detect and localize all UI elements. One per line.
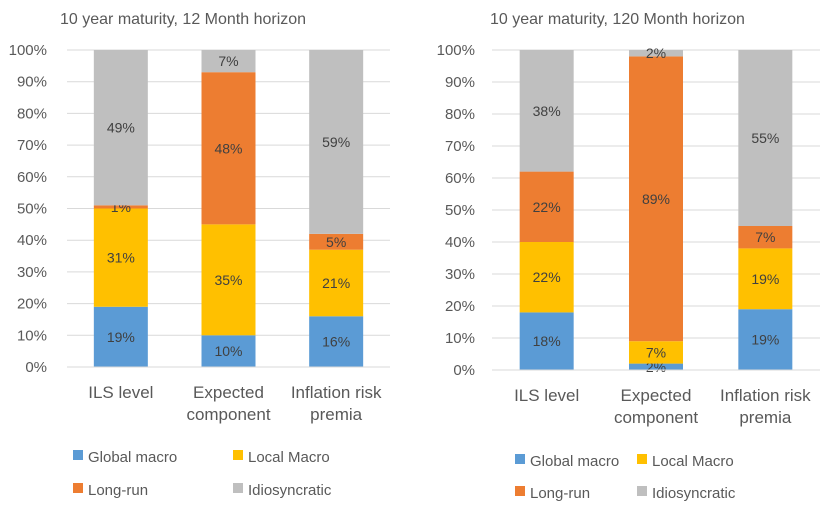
chart2-ytick-label: 60% xyxy=(445,170,475,187)
chart2-ytick-label: 20% xyxy=(445,298,475,315)
chart2-ytick-label: 30% xyxy=(445,266,475,283)
chart2-bar-long-run xyxy=(519,171,574,242)
chart2-legend-swatch xyxy=(637,486,647,496)
chart1-data-label: 5% xyxy=(326,234,346,250)
chart2-data-label: 7% xyxy=(755,229,775,245)
chart2-bar-local-macro xyxy=(738,248,793,310)
chart1-category-label: component xyxy=(186,405,270,424)
chart2-bar-global-macro xyxy=(738,309,793,370)
chart2-ytick-label: 90% xyxy=(445,74,475,91)
chart2-category-label: ILS level xyxy=(514,386,579,405)
chart1-legend-label: Local Macro xyxy=(248,449,330,466)
chart1-data-label: 31% xyxy=(107,250,135,266)
chart2-bar-long-run xyxy=(629,56,683,342)
chart1-ytick-label: 70% xyxy=(17,137,47,154)
chart1-legend-label: Long-run xyxy=(88,482,148,499)
chart1-bar-local-macro xyxy=(93,208,148,307)
chart1-data-label: 35% xyxy=(214,272,242,288)
chart2-data-label: 38% xyxy=(533,103,561,119)
chart2-ytick-label: 50% xyxy=(445,202,475,219)
chart1-category-label: Expected xyxy=(193,383,264,402)
chart2-category-label: Inflation risk xyxy=(720,386,811,405)
chart1-ytick-label: 0% xyxy=(25,359,47,376)
chart2-ytick-label: 0% xyxy=(453,362,475,379)
chart1-data-label: 19% xyxy=(107,329,135,345)
chart2-bar-idiosyncratic xyxy=(519,50,574,172)
chart1-bar-global-macro xyxy=(201,335,256,367)
chart1-legend-swatch xyxy=(73,483,83,493)
chart2-legend-swatch xyxy=(515,486,525,496)
chart2-category-label: Expected xyxy=(621,386,692,405)
chart2-bar-idiosyncratic xyxy=(629,50,683,57)
chart2-bar-local-macro xyxy=(629,341,683,364)
chart2-data-label: 18% xyxy=(533,333,561,349)
chart1-ytick-label: 30% xyxy=(17,264,47,281)
chart2-data-label: 89% xyxy=(642,191,670,207)
chart2-data-label: 2% xyxy=(646,45,666,61)
chart1-data-label: 59% xyxy=(322,134,350,150)
chart2-category-label: component xyxy=(614,408,698,427)
chart1-data-label: 48% xyxy=(214,140,242,156)
chart2-bar-idiosyncratic xyxy=(738,50,793,226)
chart1-title: 10 year maturity, 12 Month horizon xyxy=(60,11,306,28)
chart2-bar-local-macro xyxy=(519,242,574,313)
chart1-data-label: 16% xyxy=(322,334,350,350)
chart2-ytick-label: 100% xyxy=(437,42,475,59)
chart1-ytick-label: 90% xyxy=(17,74,47,91)
chart1-category-label: premia xyxy=(310,405,363,424)
chart1-legend-swatch xyxy=(233,483,243,493)
chart1-legend-swatch xyxy=(73,450,83,460)
chart1-ytick-label: 10% xyxy=(17,327,47,344)
chart1-bar-long-run xyxy=(309,233,364,250)
chart1-data-label: 10% xyxy=(214,343,242,359)
chart2-legend-label: Global macro xyxy=(530,453,619,470)
chart2-data-label: 19% xyxy=(751,271,779,287)
chart2-ytick-label: 10% xyxy=(445,330,475,347)
chart1-bar-long-run xyxy=(201,72,256,225)
chart2-legend-swatch xyxy=(515,454,525,464)
chart1-ytick-label: 100% xyxy=(9,42,47,59)
chart2-bar-long-run xyxy=(738,226,793,249)
chart1-data-label: 21% xyxy=(322,275,350,291)
chart1-ytick-label: 60% xyxy=(17,169,47,186)
chart2-data-label: 22% xyxy=(533,269,561,285)
chart1-bar-local-macro xyxy=(201,224,256,336)
chart2-data-label: 7% xyxy=(646,344,666,360)
chart2-data-label: 19% xyxy=(751,332,779,348)
chart1-category-label: Inflation risk xyxy=(291,383,382,402)
chart1-legend-label: Idiosyncratic xyxy=(248,482,332,499)
chart2-bar-global-macro xyxy=(629,363,683,370)
chart2-ytick-label: 40% xyxy=(445,234,475,251)
chart2-ytick-label: 80% xyxy=(445,106,475,123)
chart1-ytick-label: 20% xyxy=(17,296,47,313)
chart2-category-label: premia xyxy=(739,408,792,427)
chart1-ytick-label: 50% xyxy=(17,201,47,218)
chart2-title: 10 year maturity, 120 Month horizon xyxy=(490,11,745,28)
chart2-legend-label: Local Macro xyxy=(652,453,734,470)
chart2-legend-label: Idiosyncratic xyxy=(652,485,736,502)
chart1-bar-global-macro xyxy=(309,316,364,367)
chart1-bar-local-macro xyxy=(309,249,364,317)
chart1-data-label: 49% xyxy=(107,120,135,136)
chart1-category-label: ILS level xyxy=(88,383,153,402)
chart1-bar-global-macro xyxy=(93,306,148,367)
chart1-ytick-label: 80% xyxy=(17,105,47,122)
chart1-legend-label: Global macro xyxy=(88,449,177,466)
chart1-bar-idiosyncratic xyxy=(309,50,364,234)
chart1-bar-idiosyncratic xyxy=(93,50,148,206)
chart2-ytick-label: 70% xyxy=(445,138,475,155)
chart2-legend-label: Long-run xyxy=(530,485,590,502)
chart2-legend-swatch xyxy=(637,454,647,464)
chart1-data-label: 7% xyxy=(218,53,238,69)
chart1-bar-long-run xyxy=(93,205,148,209)
chart2-data-label: 22% xyxy=(533,199,561,215)
chart1-bar-idiosyncratic xyxy=(201,50,256,73)
chart1-legend-swatch xyxy=(233,450,243,460)
chart2-bar-global-macro xyxy=(519,312,574,370)
chart2-data-label: 55% xyxy=(751,130,779,146)
chart1-ytick-label: 40% xyxy=(17,232,47,249)
